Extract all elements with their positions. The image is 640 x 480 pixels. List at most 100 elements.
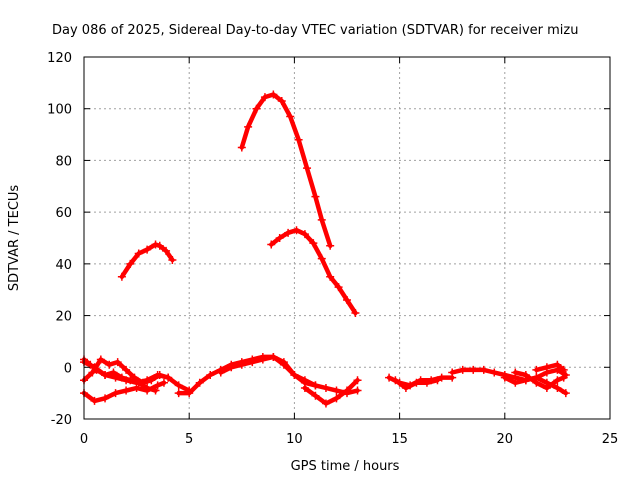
data-point: [277, 96, 286, 105]
x-tick-label: 25: [602, 432, 619, 447]
data-point: [559, 365, 568, 374]
data-point: [433, 376, 442, 385]
x-tick-label: 15: [391, 432, 408, 447]
data-point: [117, 373, 126, 382]
data-point: [185, 389, 194, 398]
data-point: [252, 104, 261, 113]
data-point: [244, 122, 253, 131]
series-arc-6: [80, 355, 173, 387]
series-arc-16: [532, 360, 568, 374]
data-point: [237, 143, 246, 152]
x-tick-label: 0: [80, 432, 88, 447]
data-point: [155, 241, 164, 250]
series-arc-15: [511, 368, 568, 392]
series-arc-10: [300, 376, 362, 408]
data-point: [385, 373, 394, 382]
data-point: [532, 378, 541, 387]
grid: [84, 57, 610, 419]
data-point: [275, 234, 284, 242]
data-point: [351, 308, 360, 317]
data-point: [422, 378, 431, 387]
data-point: [105, 360, 114, 369]
data-point: [101, 394, 110, 403]
data-point: [151, 240, 160, 249]
data-point: [294, 135, 303, 144]
data-point: [269, 90, 278, 99]
data-point: [448, 368, 457, 377]
data-point: [290, 371, 299, 380]
data-point: [237, 360, 246, 369]
data-point: [334, 283, 343, 292]
series-line: [534, 362, 566, 373]
data-point: [542, 363, 551, 372]
data-point: [300, 376, 309, 385]
x-axis-label: GPS time / hours: [291, 459, 400, 474]
series-line: [218, 354, 318, 388]
data-point: [269, 352, 278, 361]
data-point: [151, 386, 160, 395]
data-point: [561, 389, 570, 398]
data-point: [490, 368, 499, 377]
data-point: [542, 383, 551, 392]
data-point: [174, 381, 183, 390]
y-tick-label: 20: [55, 310, 72, 325]
y-tick-label: 100: [47, 103, 72, 118]
chart-title: Day 086 of 2025, Sidereal Day-to-day VTE…: [52, 23, 578, 38]
data-point: [132, 383, 141, 392]
data-point: [311, 391, 320, 400]
y-tick-label: 0: [64, 361, 72, 376]
series-arc-2: [237, 90, 335, 250]
data-point: [321, 383, 330, 392]
data-point: [479, 365, 488, 374]
data-point: [303, 164, 312, 173]
data-point: [317, 254, 326, 263]
data-point: [511, 368, 520, 377]
axis-ticks: 0 5 10 15 20 25 -20 0 20 40 60 80 100 120: [47, 51, 618, 447]
data-point: [353, 376, 362, 385]
data-point: [88, 368, 97, 377]
data-point: [332, 386, 341, 395]
data-point: [353, 386, 362, 395]
data-point: [326, 272, 335, 281]
data-point: [469, 365, 478, 374]
series-arc-9: [216, 352, 320, 390]
x-tick-label: 5: [185, 432, 193, 447]
data-point: [559, 373, 568, 382]
x-tick-label: 20: [497, 432, 514, 447]
data-point: [134, 249, 143, 258]
data-point: [292, 226, 301, 235]
data-point: [113, 358, 122, 367]
data-point: [511, 378, 520, 387]
data-point: [412, 378, 421, 387]
x-tick-label: 10: [286, 432, 303, 447]
data-point: [155, 371, 164, 380]
data-point: [553, 360, 562, 369]
data-point: [437, 373, 446, 382]
data-point: [309, 239, 318, 248]
data-point: [521, 371, 530, 380]
data-point: [401, 383, 410, 392]
data-point: [143, 245, 152, 254]
data-series: [80, 90, 570, 408]
data-point: [332, 394, 341, 403]
data-point: [300, 383, 309, 392]
data-point: [343, 296, 351, 305]
series-line: [119, 242, 175, 280]
y-tick-label: 80: [55, 154, 72, 169]
series-line: [81, 357, 158, 393]
data-point: [159, 378, 168, 387]
series-arc-12: [391, 376, 442, 392]
data-point: [532, 365, 541, 374]
data-point: [126, 259, 135, 268]
data-point: [311, 192, 320, 201]
series-arc-14: [500, 373, 570, 398]
data-point: [168, 255, 177, 264]
data-point: [134, 378, 143, 387]
data-point: [174, 389, 183, 398]
plot-frame: [83, 56, 611, 420]
data-point: [391, 376, 400, 385]
data-point: [311, 381, 320, 390]
data-point: [122, 365, 131, 374]
data-point: [553, 376, 562, 385]
